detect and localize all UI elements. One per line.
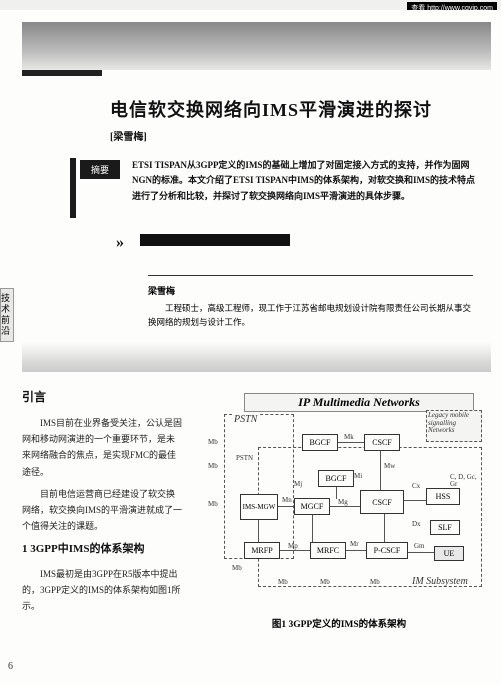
section-1-heading: 1 3GPP中IMS的体系架构 [22,542,182,557]
side-tab: 技术前沿 [0,288,14,342]
edge-mj: Mj [294,480,302,488]
node-cscf-1: CSCF [364,434,400,451]
node-cscf-2: CSCF [360,490,404,514]
edge-mn: Mn [282,496,292,504]
edge-mb: Mb [320,578,330,586]
keywords-bar [140,234,290,246]
edge-mk: Mk [344,433,354,441]
bio-text: 工程硕士，高级工程师，现工作于江苏省邮电规划设计院有限责任公司长期从事交换网络的… [148,301,473,330]
fig-edge [384,514,385,542]
legacy-label: Legacy mobile signalling Networks [428,412,480,435]
fig-edge [258,520,259,542]
divider-gradient [22,342,491,372]
abstract-block: 摘要 ETSI TISPAN从3GPP定义的IMS的基础上增加了对固定接入方式的… [70,158,479,204]
node-hss: HSS [426,488,460,505]
node-ue: UE [434,546,464,561]
fig-edge [380,451,381,490]
edge-mi: Mi [354,472,362,480]
figure-caption: 图1 3GPP定义的IMS的体系架构 [194,616,484,630]
page-number: 6 [8,661,13,672]
intro-para-1: IMS目前在业界备受关注，公认是固网和移动网演进的一个重要环节，是未来网络融合的… [22,415,182,480]
page: 电信软交换网络向IMS平滑演进的探讨 [梁雪梅] 摘要 ETSI TISPAN从… [0,10,501,684]
fig-edge [278,506,294,507]
edge-mb: Mb [208,462,218,470]
fig-edge [280,550,310,551]
edge-mw: Mw [384,462,395,470]
edge-dx: Dx [412,520,421,528]
edge-mr: Mr [350,540,359,548]
node-mrfp: MRFP [244,542,280,559]
node-bgcf-2: BGCF [318,470,354,487]
edge-mb: Mb [208,500,218,508]
fig-edge [312,515,313,542]
article-title: 电信软交换网络向IMS平滑演进的探讨 [110,96,481,122]
abstract-side-bar [70,158,76,218]
fig-edge [336,487,337,499]
edge-cdgcgr: C, D, Gc, Gr [450,474,484,488]
intro-para-2: 目前电信运营商已经建设了软交换网络，软交换向IMS的平滑演进就成了一个值得关注的… [22,486,182,535]
author: [梁雪梅] [110,128,147,143]
node-pcscf: P-CSCF [366,542,408,559]
im-subsystem-region [258,447,482,587]
edge-mb: Mb [278,578,288,586]
im-subsystem-label: IM Subsystem [412,576,468,587]
abstract-label: 摘要 [80,160,120,179]
edge-mg: Mg [338,498,348,506]
author-bio: 梁雪梅 工程硕士，高级工程师，现工作于江苏省邮电规划设计院有限责任公司长期从事交… [148,275,473,330]
dark-accent-bar [22,70,102,76]
node-bgcf-1: BGCF [302,434,338,451]
node-slf: SLF [430,520,460,535]
node-mrfc: MRFC [310,542,346,559]
abstract-text: ETSI TISPAN从3GPP定义的IMS的基础上增加了对固定接入方式的支持，… [132,158,479,204]
edge-cx: Cx [412,482,420,490]
fig-edge [404,500,426,501]
edge-mb: Mb [370,578,380,586]
left-column: 引言 IMS目前在业界备受关注，公认是固网和移动网演进的一个重要环节，是未来网络… [22,388,182,620]
node-mgcf: MGCF [294,498,330,515]
pstn-label: PSTN [232,414,259,425]
intro-heading: 引言 [22,388,182,405]
edge-mb: Mb [208,438,218,446]
node-ims-mgw: IMS-MGW [240,494,278,520]
chevron-icon: » [116,234,121,252]
figure-1: IP Multimedia Networks PSTN Legacy mobil… [194,392,484,602]
section-1-para: IMS最初是由3GPP在R5版本中提出的，3GPP定义的IMS的体系架构如图1所… [22,566,182,615]
top-gradient [22,22,491,70]
edge-mp: Mp [288,542,298,550]
edge-mb: Mb [232,564,242,572]
fig-edge [346,550,366,551]
fig-edge [338,442,364,443]
fig-edge [408,552,434,553]
edge-gm: Gm [414,542,425,550]
lower-content: 引言 IMS目前在业界备受关注，公认是固网和移动网演进的一个重要环节，是未来网络… [22,388,489,674]
fig-edge [330,506,360,507]
bio-name: 梁雪梅 [148,284,473,297]
edge-pstn: PSTN [236,454,253,462]
